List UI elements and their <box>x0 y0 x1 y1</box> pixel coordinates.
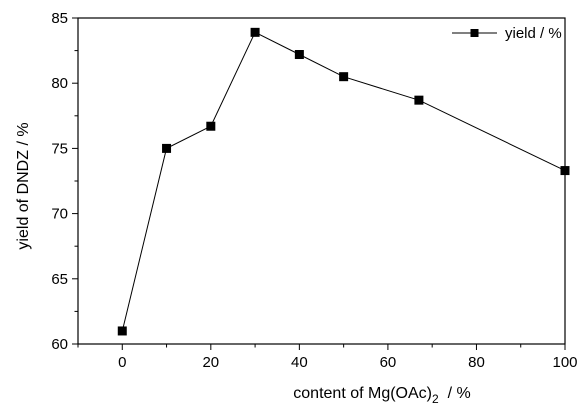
data-point-30 <box>250 27 260 37</box>
data-point-67 <box>414 95 424 105</box>
y-axis-title: yield of DNDZ / % <box>15 122 32 249</box>
x-tick-label-80: 80 <box>468 354 485 371</box>
data-point-50 <box>339 72 349 82</box>
plot-frame <box>77 17 566 345</box>
x-axis-title: content of Mg(OAc)2 / % <box>293 385 470 406</box>
legend-marker-icon <box>470 29 479 37</box>
data-point-10 <box>162 143 172 153</box>
y-tick-label-75: 75 <box>51 140 68 157</box>
legend-series-label: yield / % <box>505 25 562 42</box>
data-point-100 <box>560 166 570 176</box>
y-tick-label-60: 60 <box>51 336 68 353</box>
y-tick-label-70: 70 <box>51 206 68 223</box>
data-point-40 <box>294 50 304 60</box>
y-tick-label-85: 85 <box>51 10 68 27</box>
x-axis-title-tail: / % <box>439 385 471 402</box>
data-point-20 <box>206 121 216 131</box>
x-axis-title-subscript: 2 <box>432 392 439 406</box>
y-tick-label-80: 80 <box>51 75 68 92</box>
legend: yield / % <box>452 25 562 42</box>
x-axis-title-main: content of Mg(OAc) <box>293 385 432 402</box>
x-tick-label-0: 0 <box>118 354 126 371</box>
series-line-0 <box>121 31 566 332</box>
plot-area: 0 20 40 60 80 100 60 65 70 75 80 85 <box>51 10 577 371</box>
data-point-0 <box>117 326 127 336</box>
x-tick-label-100: 100 <box>552 354 577 371</box>
x-tick-label-60: 60 <box>380 354 397 371</box>
y-tick-label-65: 65 <box>51 271 68 288</box>
x-tick-label-20: 20 <box>202 354 219 371</box>
x-tick-label-40: 40 <box>291 354 308 371</box>
